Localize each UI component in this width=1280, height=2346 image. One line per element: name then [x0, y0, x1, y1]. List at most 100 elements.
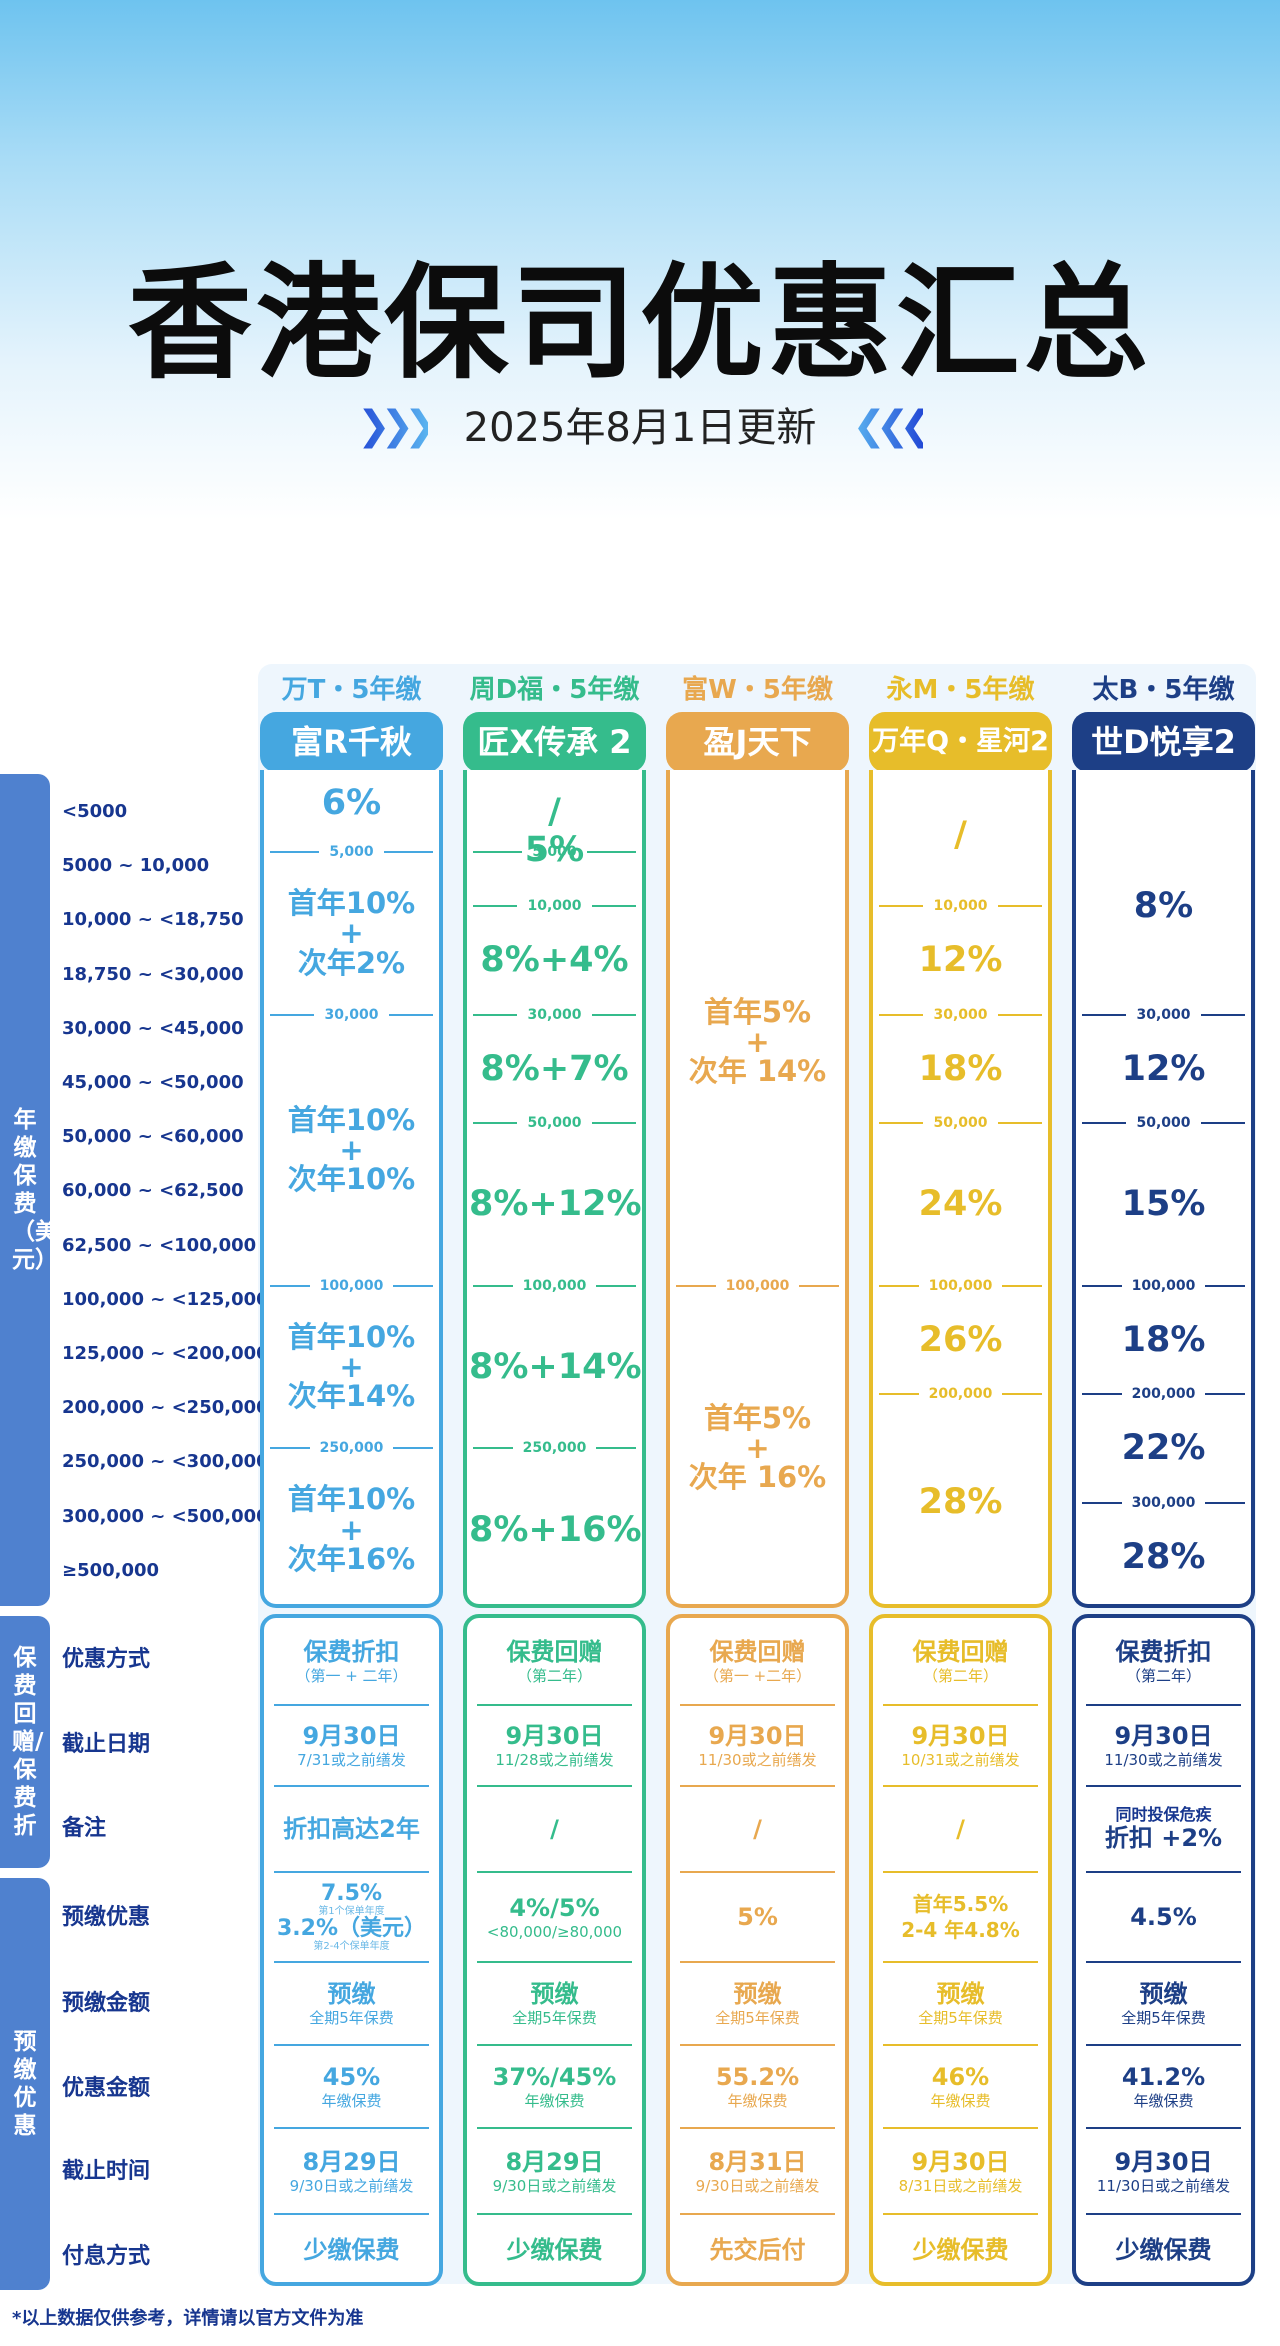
offer-detail-text: 全期5年保费 — [512, 2009, 597, 2027]
row-divider — [274, 2044, 429, 2046]
tier-threshold: 10,000 — [473, 896, 636, 916]
offer-detail-cell: 55.2% 年缴保费 — [672, 2045, 843, 2128]
offer-detail-cell: 首年5.5% 2-4 年4.8% — [875, 1872, 1046, 1962]
offer-detail-text: 9/30日或之前缮发 — [492, 2176, 617, 2195]
offer-detail-text: 年缴保费 — [524, 2092, 585, 2110]
row-divider — [477, 1704, 632, 1706]
threshold-value: 50,000 — [1136, 1115, 1191, 1132]
tier-value: 首年5% — [703, 994, 812, 1029]
tier-value: 5% — [524, 829, 585, 870]
offer-details-column — [1072, 1614, 1255, 2286]
offer-detail-text: 第1个保单年度 — [318, 1906, 385, 1917]
offer-detail-text: （第二年） — [516, 1667, 592, 1685]
premium-tier-column — [869, 770, 1052, 1608]
premium-range-label: 60,000 ~ <62,500 — [62, 1180, 244, 1202]
tier-value: 28% — [918, 1482, 1003, 1523]
threshold-line — [879, 1393, 919, 1396]
tier-value: 8%+7% — [480, 1048, 629, 1089]
side-label: 保费回赠/保费折 — [0, 1616, 50, 1868]
premium-tier-column — [260, 770, 443, 1608]
side-label-text: 年缴保费（美元） — [12, 1106, 58, 1274]
arrows-left-icon: ❮❮❮ — [852, 403, 932, 449]
offer-detail-text: 预缴 — [936, 1980, 985, 2008]
offer-detail-text: 首年5.5% — [912, 1892, 1009, 1916]
offer-detail-text: 年缴保费 — [321, 2092, 382, 2110]
row-divider — [680, 1961, 835, 1963]
tier-threshold: 200,000 — [1082, 1384, 1246, 1404]
offer-detail-cell: 9月30日 10/31或之前缮发 — [875, 1705, 1046, 1786]
tier-threshold: 30,000 — [879, 1005, 1042, 1025]
offer-detail-text: 保费回赠 — [709, 1638, 806, 1666]
offer-detail-text: 8/31日或之前缮发 — [898, 2176, 1023, 2195]
tier-cell: 首年10% + 次年2% — [266, 852, 437, 1015]
tier-cell: 首年5% + 次年 14% — [672, 798, 843, 1286]
premium-range-label: 250,000 ~ <300,000 — [62, 1451, 269, 1473]
row-divider — [883, 2213, 1038, 2215]
row-divider — [1086, 1785, 1241, 1787]
threshold-line — [1082, 1122, 1127, 1125]
update-date-line: ❯❯❯ 2025年8月1日更新 ❮❮❮ — [0, 406, 1280, 448]
offer-detail-text: 9/30日或之前缮发 — [289, 2176, 414, 2195]
tier-value: + — [745, 1431, 770, 1466]
tier-cell: 8%+16% — [469, 1448, 642, 1611]
offer-detail-text: 少缴保费 — [303, 2235, 400, 2264]
offer-detail-text: 5% — [737, 1902, 778, 1931]
premium-range-label: 10,000 ~ <18,750 — [62, 909, 244, 931]
company-brand: 万T・5年缴 — [281, 675, 422, 705]
offer-detail-cell: 8月29日 9/30日或之前缮发 — [266, 2128, 437, 2214]
offer-detail-text: 7.5% — [320, 1881, 382, 1906]
offer-detail-text: 全期5年保费 — [309, 2009, 394, 2027]
tier-cell: 18% — [875, 1015, 1046, 1123]
premium-range-label: 300,000 ~ <500,000 — [62, 1505, 269, 1527]
threshold-value: 100,000 — [522, 1277, 587, 1294]
offer-detail-cell: 少缴保费 — [469, 2214, 640, 2286]
threshold-value: 200,000 — [1131, 1386, 1196, 1403]
premium-range-label: <5000 — [62, 801, 128, 822]
offer-detail-cell: 4%/5% <80,000/≥80,000 — [469, 1872, 640, 1962]
offer-detail-cell: 8月29日 9/30日或之前缮发 — [469, 2128, 640, 2214]
premium-range-label: 125,000 ~ <200,000 — [62, 1343, 269, 1364]
tier-value: + — [745, 1024, 770, 1059]
offer-detail-text: 9月30日 — [1114, 2147, 1213, 2176]
offer-detail-text: 37%/45% — [492, 2063, 617, 2091]
threshold-value: 30,000 — [324, 1006, 379, 1023]
offer-detail-cell: 少缴保费 — [266, 2214, 437, 2286]
offer-detail-cell: 保费回赠 （第二年） — [875, 1618, 1046, 1705]
row-divider — [1086, 1704, 1241, 1706]
threshold-line — [1002, 1393, 1043, 1396]
threshold-line — [1082, 1393, 1122, 1396]
threshold-value: 100,000 — [928, 1277, 993, 1294]
offer-detail-text: / — [956, 1814, 965, 1843]
offer-detail-text: 9月30日 — [302, 1722, 401, 1750]
threshold-line — [270, 851, 320, 854]
row-divider — [477, 2044, 632, 2046]
tier-value: 首年10% — [287, 1319, 416, 1354]
tier-value: 次年10% — [287, 1162, 416, 1197]
threshold-line — [383, 851, 434, 854]
row-divider — [1086, 1961, 1241, 1963]
threshold-line — [879, 905, 924, 908]
tier-threshold: 5,000 — [270, 842, 434, 862]
premium-range-label: 62,500 ~ <100,000 — [62, 1234, 257, 1256]
section-row-label: 备注 — [62, 1816, 107, 1841]
offer-detail-text: 先交后付 — [709, 2235, 806, 2264]
offer-detail-text: 2-4 年4.8% — [901, 1918, 1020, 1942]
offer-detail-cell: 5% — [672, 1872, 843, 1962]
offer-detail-text: 4%/5% — [509, 1893, 600, 1922]
offer-detail-text: / — [550, 1814, 559, 1843]
threshold-value: 5,000 — [329, 844, 374, 861]
offer-detail-cell: 45% 年缴保费 — [266, 2045, 437, 2128]
row-divider — [680, 2213, 835, 2215]
offer-detail-text: 41.2% — [1121, 2063, 1206, 2091]
offer-detail-text: 全期5年保费 — [1121, 2009, 1206, 2027]
offer-detail-cell: 预缴 全期5年保费 — [875, 1962, 1046, 2045]
offer-detail-text: <80,000/≥80,000 — [486, 1922, 623, 1941]
tier-threshold: 100,000 — [879, 1276, 1043, 1296]
row-divider — [1086, 2044, 1241, 2046]
row-divider — [274, 1704, 429, 1706]
threshold-line — [997, 905, 1042, 908]
offer-detail-cell: 37%/45% 年缴保费 — [469, 2045, 640, 2128]
threshold-line — [879, 1122, 924, 1125]
threshold-line — [393, 1447, 434, 1450]
offer-detail-text: 少缴保费 — [912, 2235, 1009, 2264]
